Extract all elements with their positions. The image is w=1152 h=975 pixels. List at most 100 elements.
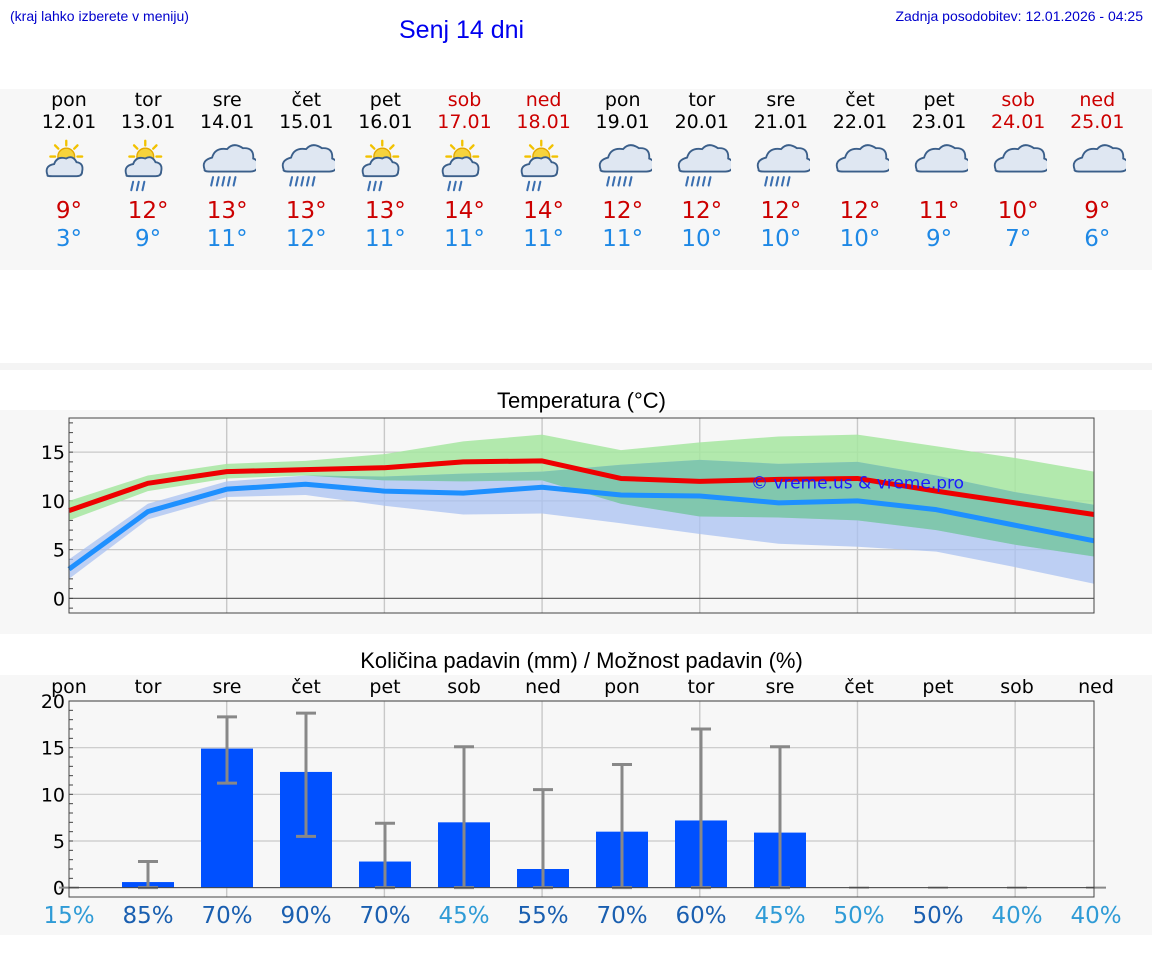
day-date: 23.01 [911,111,967,133]
day-name: sob [1001,89,1035,111]
sun-cloud-rain-icon [362,139,400,192]
day-date: 19.01 [595,111,650,133]
temperature-chart: 0 5 10 15 © vreme.us & vreme.pro [41,417,1095,614]
temp-max: 12° [602,198,644,224]
temp-min: 9° [135,226,162,252]
day-name: ned [1079,89,1116,111]
category-label: pon [604,676,640,698]
temp-min: 11° [444,226,485,252]
category-label: pet [369,676,400,698]
y-tick-label: 5 [53,540,65,562]
day-date: 17.01 [437,111,492,133]
category-label: sre [766,676,795,698]
y-tick-label: 10 [41,491,65,513]
category-label: pet [922,676,953,698]
page-title: Senj 14 dni [399,16,525,44]
temp-min: 10° [839,226,881,252]
cloud-rain-icon [756,144,810,187]
max-temp-line [68,458,1095,517]
temp-max: 13° [206,198,248,224]
precip-probability: 50% [912,903,964,929]
temp-max: 12° [760,198,802,224]
y-tick-label: 10 [41,784,65,806]
day-name: čet [845,89,875,111]
precip-probability: 85% [122,903,174,929]
day-date: 24.01 [990,111,1046,133]
category-label: tor [135,676,162,698]
day-date: 15.01 [279,111,334,133]
day-date: 25.01 [1070,111,1125,133]
precip-probability: 70% [596,903,648,929]
temp-max: 11° [918,198,960,224]
category-label: sob [447,676,481,698]
day-name: pon [604,89,641,111]
sun-cloud-rain-icon [520,139,559,192]
min-temp-line [67,481,1095,572]
category-label: čet [844,676,874,698]
temp-max: 9° [1084,198,1111,224]
temperature-chart-title: Temperatura (°C) [497,388,666,413]
temp-min: 11° [523,226,564,252]
sun-cloud-rain-icon [441,139,479,192]
day-date: 22.01 [832,111,888,133]
temp-min: 3° [55,226,83,252]
category-label: tor [688,676,715,698]
cloud-rain-icon [677,144,731,187]
temp-min: 11° [206,226,248,252]
sun-cloud-icon [45,139,84,178]
temp-max: 14° [523,198,564,224]
cloud-rain-icon [282,144,336,187]
precip-probability: 15% [43,903,95,929]
temp-min: 12° [285,226,327,252]
last-updated: Zadnja posodobitev: 12.01.2026 - 04:25 [895,8,1143,24]
cloud-rain-icon [598,144,652,187]
day-name: tor [134,89,162,111]
precip-probability: 40% [1070,903,1122,929]
cloud-icon [835,144,889,173]
precip-probability: 45% [438,903,490,929]
region-menu-hint: (kraj lahko izberete v meniju) [10,8,189,24]
precip-probability: 70% [201,903,253,929]
temp-max: 9° [55,198,83,224]
y-tick-label: 15 [41,442,65,464]
y-tick-label: 5 [53,831,65,853]
cloud-icon [914,144,969,173]
day-name: pet [369,89,401,111]
temp-max: 14° [444,198,485,224]
temp-min: 7° [1005,226,1032,252]
precip-probability: 50% [833,903,885,929]
precip-probability: 40% [991,903,1043,929]
temp-min: 11° [602,226,644,252]
day-date: 12.01 [41,111,97,133]
precip-probability: 45% [754,903,806,929]
day-date: 13.01 [120,111,176,133]
y-tick-label: 0 [53,878,65,900]
temp-max: 13° [365,198,406,224]
day-name: pet [923,89,955,111]
y-tick-label: 15 [41,738,65,760]
temp-min: 11° [365,226,406,252]
temp-max: 13° [285,198,327,224]
day-date: 18.01 [516,111,571,133]
temp-min: 9° [926,226,953,252]
temp-min: 10° [760,226,802,252]
divider [0,363,1152,370]
category-label: ned [525,676,561,698]
day-date: 16.01 [358,111,413,133]
category-label: čet [291,676,321,698]
category-label: ned [1078,676,1114,698]
day-name: tor [688,89,716,111]
temp-max: 12° [681,198,723,224]
y-tick-label: 0 [53,588,65,610]
day-date: 14.01 [199,111,255,133]
day-name: pon [51,89,87,111]
day-name: čet [291,89,322,111]
category-label: sob [1000,676,1034,698]
precip-probability: 70% [359,903,411,929]
sun-cloud-rain-icon [124,139,163,192]
cloud-icon [1073,144,1127,173]
day-name: sre [766,89,796,111]
precip-probability: 55% [517,903,569,929]
precipitation-chart-title: Količina padavin (mm) / Možnost padavin … [360,648,803,673]
